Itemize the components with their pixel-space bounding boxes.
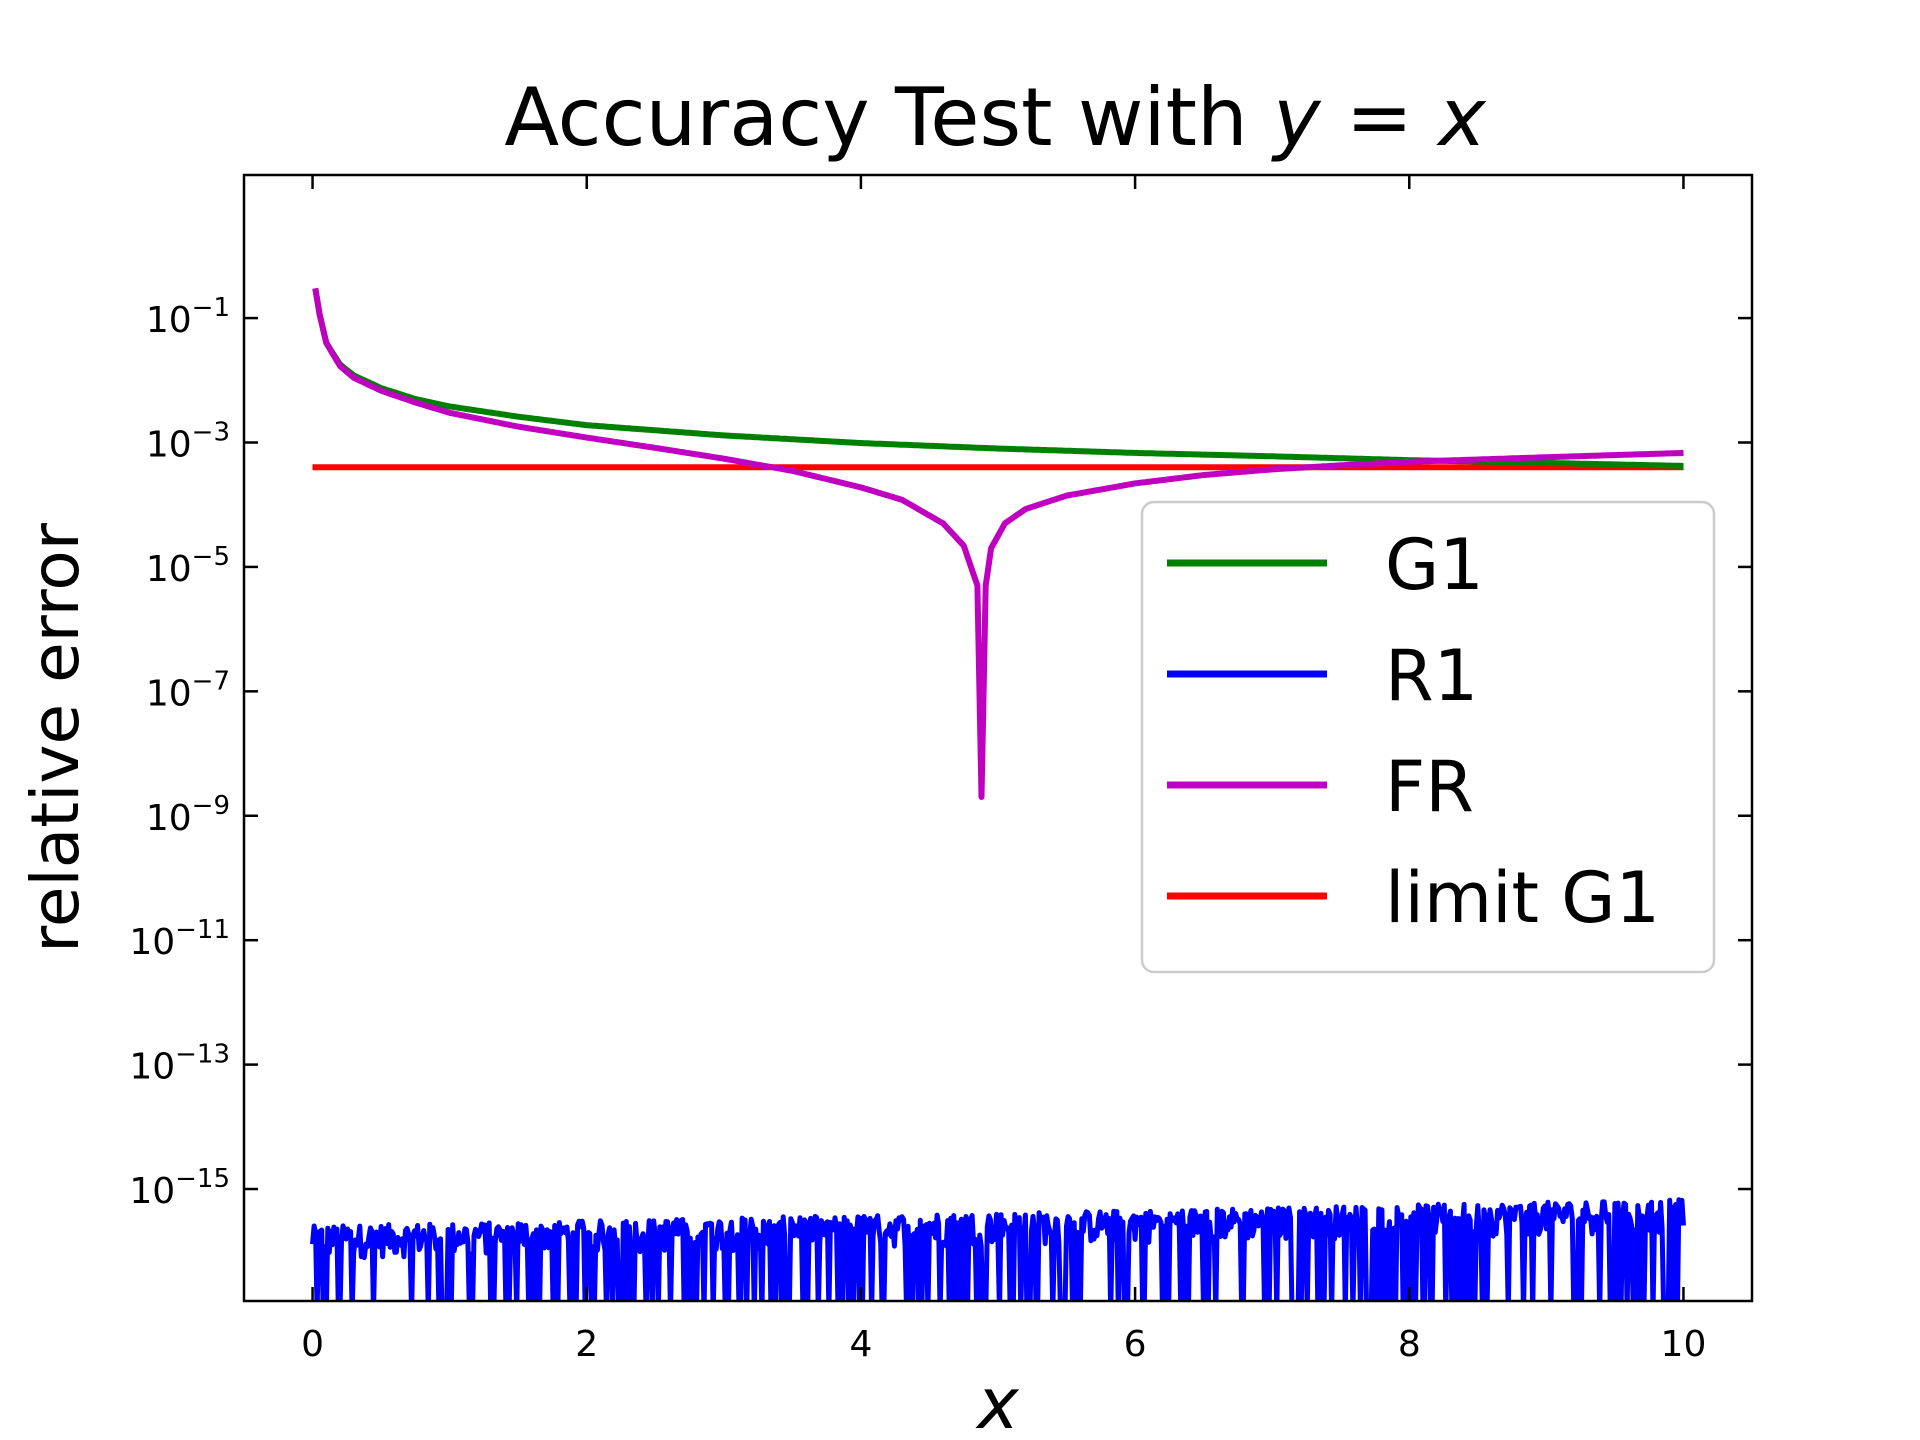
x-tick-label: 4 xyxy=(849,1324,872,1365)
y-axis-label: relative error xyxy=(17,522,94,953)
x-tick-label: 2 xyxy=(575,1324,598,1365)
y-tick-label: 10−13 xyxy=(129,1040,230,1088)
chart-title: Accuracy Test with y = x xyxy=(504,71,1487,164)
plot-frame xyxy=(242,173,1754,1303)
legend-label-fr: FR xyxy=(1385,746,1474,828)
legend-box xyxy=(1140,500,1716,974)
chart-title-math: y = x xyxy=(1271,71,1487,164)
y-tick-label: 10−15 xyxy=(129,1164,230,1212)
legend-label-limit-g1: limit G1 xyxy=(1385,857,1660,939)
series-line-r1 xyxy=(310,1197,1686,1301)
y-axis: 10−1 10−3 10−5 10−7 10−9 10−11 10−13 10−15 xyxy=(129,293,1752,1212)
x-tick-label: 0 xyxy=(301,1324,324,1365)
legend-label-r1: R1 xyxy=(1385,635,1478,717)
y-tick-label: 10−7 xyxy=(146,666,230,714)
x-axis: 0 2 4 6 8 10 xyxy=(301,175,1706,1365)
legend: G1 R1 FR limit G1 xyxy=(1140,500,1716,974)
series-line-g1 xyxy=(312,287,1685,469)
x-tick-label: 6 xyxy=(1124,1324,1147,1365)
chart-title-prefix: Accuracy Test with xyxy=(504,71,1273,164)
y-tick-label: 10−3 xyxy=(146,418,230,466)
series-layer xyxy=(310,287,1686,1301)
y-tick-label: 10−9 xyxy=(146,791,230,839)
x-tick-label: 8 xyxy=(1398,1324,1421,1365)
legend-label-g1: G1 xyxy=(1385,524,1484,606)
series-line-fr xyxy=(312,287,1685,800)
y-tick-label: 10−5 xyxy=(146,542,230,590)
x-axis-label: x xyxy=(975,1363,1019,1440)
y-tick-label: 10−1 xyxy=(146,293,230,341)
y-tick-label: 10−11 xyxy=(129,915,230,963)
x-tick-label: 10 xyxy=(1661,1324,1707,1365)
